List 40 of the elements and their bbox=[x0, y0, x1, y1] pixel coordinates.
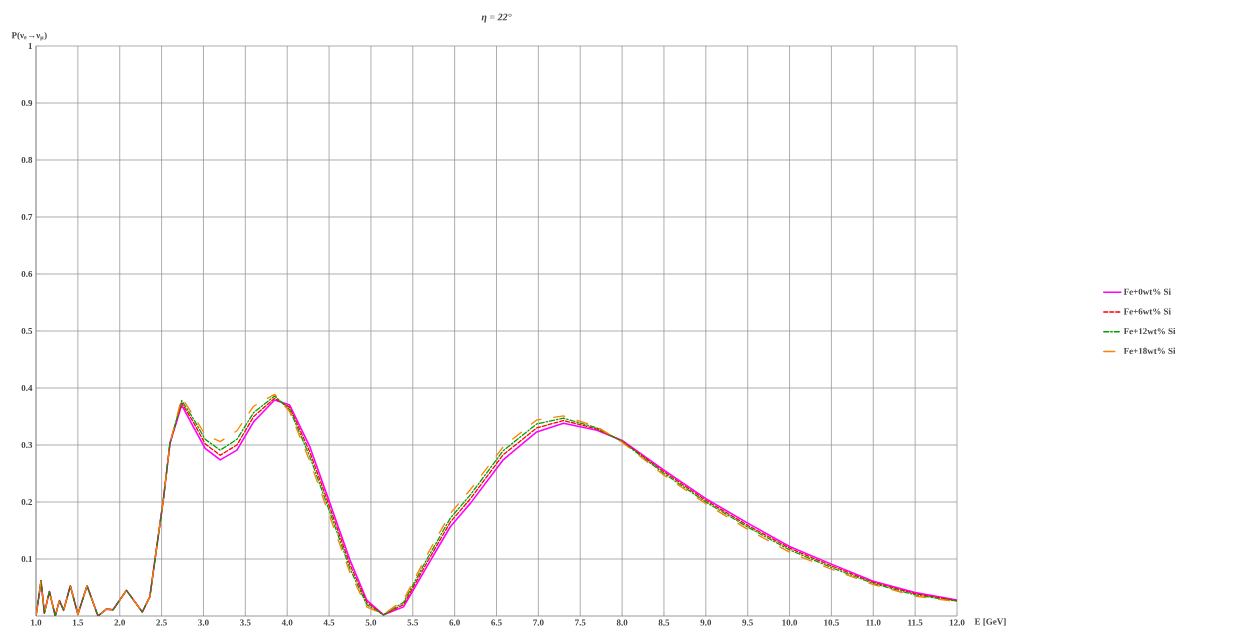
y-tick-label: 0.8 bbox=[21, 156, 33, 164]
x-tick-label: 8.0 bbox=[616, 619, 628, 626]
x-tick-label: 3.5 bbox=[240, 619, 251, 626]
y-tick-label: 0.5 bbox=[21, 327, 33, 335]
x-tick-label: 12.0 bbox=[949, 619, 965, 626]
x-tick-label: 2.5 bbox=[156, 619, 167, 626]
x-tick-label: 2.0 bbox=[114, 619, 126, 626]
legend-label: Fe+6wt% Si bbox=[1123, 308, 1171, 315]
x-tick-label: 1.5 bbox=[72, 619, 84, 626]
y-tick-label: 0.9 bbox=[21, 99, 33, 107]
x-tick-label: 1.0 bbox=[31, 619, 42, 626]
x-tick-label: 4.5 bbox=[323, 619, 335, 626]
x-tick-label: 5.5 bbox=[407, 619, 419, 626]
y-tick-label: 0.6 bbox=[21, 270, 33, 278]
chart-title: η = 22° bbox=[481, 13, 512, 23]
x-tick-label: 10.5 bbox=[824, 619, 839, 626]
x-tick-label: 8.5 bbox=[658, 619, 670, 626]
legend-label: Fe+0wt% Si bbox=[1123, 288, 1171, 295]
x-tick-label: 7.5 bbox=[575, 619, 586, 626]
legend-label: Fe+12wt% Si bbox=[1123, 327, 1176, 335]
y-tick-label: 0.7 bbox=[21, 213, 33, 221]
x-tick-label: 9.0 bbox=[700, 619, 712, 626]
x-tick-label: 6.0 bbox=[449, 619, 460, 626]
x-tick-label: 10.0 bbox=[782, 619, 798, 626]
x-axis-title: E [GeV] bbox=[974, 618, 1006, 626]
x-tick-label: 7.0 bbox=[533, 619, 544, 626]
legend-label: Fe+18wt% Si bbox=[1123, 347, 1176, 354]
x-tick-label: 5.0 bbox=[365, 619, 377, 626]
x-tick-label: 9.5 bbox=[742, 619, 753, 626]
x-tick-label: 3.0 bbox=[198, 619, 209, 626]
y-axis-title: P(ν$_{e}$→ν$_{μ}$) bbox=[11, 31, 47, 41]
y-tick-label: 0.4 bbox=[21, 384, 33, 392]
y-tick-label: 1 bbox=[28, 43, 32, 49]
y-tick-label: 0.1 bbox=[21, 555, 32, 563]
x-tick-label: 6.5 bbox=[491, 619, 502, 626]
y-tick-label: 0.2 bbox=[21, 498, 33, 506]
x-tick-label: 4.0 bbox=[281, 619, 293, 626]
x-tick-label: 11.5 bbox=[908, 619, 923, 626]
y-tick-label: 0.3 bbox=[21, 441, 33, 449]
x-tick-label: 11.0 bbox=[866, 619, 881, 626]
